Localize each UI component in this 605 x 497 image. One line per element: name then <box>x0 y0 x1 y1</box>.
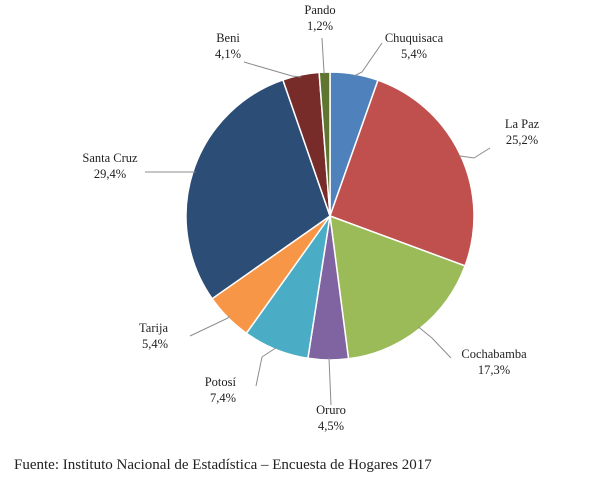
pie-slice-pando <box>318 71 331 217</box>
leader-line-pando <box>321 37 326 75</box>
slice-value-chuquisaca: 5,4% <box>401 47 427 61</box>
slice-label-beni: Beni <box>216 31 240 45</box>
leader-line-chuquisaca <box>353 42 383 77</box>
label-leader-lines <box>145 37 491 406</box>
pie-slices <box>185 71 475 361</box>
slice-value-potosi: 7,4% <box>210 391 236 405</box>
slice-labels: Chuquisaca 5,4% La Paz 25,2% Cochabamba 17,3%… <box>82 3 539 433</box>
leader-line-la-paz <box>458 147 491 159</box>
leader-line-potosi <box>255 347 277 387</box>
pie-chart: Chuquisaca 5,4% La Paz 25,2% Cochabamba 17,3%… <box>82 3 539 433</box>
slice-value-tarija: 5,4% <box>142 337 168 351</box>
slice-value-cochabamba: 17,3% <box>478 363 510 377</box>
slice-value-santa-cruz: 29,4% <box>94 167 126 181</box>
source-note: Fuente: Instituto Nacional de Estadístic… <box>14 457 432 473</box>
pie-slice-la-paz <box>329 79 475 267</box>
leader-line-tarija <box>189 315 230 337</box>
slice-label-tarija: Tarija <box>139 321 168 335</box>
slice-label-oruro: Oruro <box>316 403 346 417</box>
slice-label-santa-cruz: Santa Cruz <box>82 151 138 165</box>
slice-label-potosi: Potosí <box>205 375 237 389</box>
slice-value-la-paz: 25,2% <box>506 133 538 147</box>
slice-label-la-paz: La Paz <box>505 117 540 131</box>
slice-label-cochabamba: Cochabamba <box>461 347 527 361</box>
leader-line-beni <box>243 61 302 78</box>
slice-value-oruro: 4,5% <box>318 419 344 433</box>
leader-line-cochabamba <box>418 326 452 359</box>
slice-value-pando: 1,2% <box>307 19 333 33</box>
slice-label-chuquisaca: Chuquisaca <box>385 31 444 45</box>
slice-label-pando: Pando <box>304 3 335 17</box>
slice-value-beni: 4,1% <box>215 47 241 61</box>
leader-line-oruro <box>328 357 332 406</box>
